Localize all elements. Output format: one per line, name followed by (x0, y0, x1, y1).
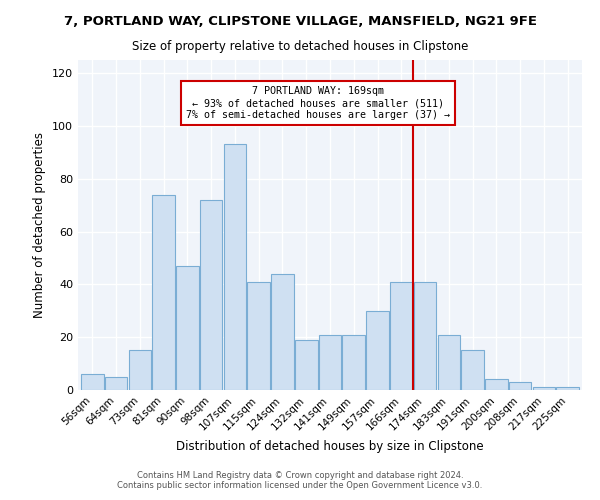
Bar (105, 377, 127, 390)
X-axis label: Distribution of detached houses by size in Clipstone: Distribution of detached houses by size … (176, 440, 484, 453)
Bar (81, 374, 104, 390)
Bar (271, 274, 294, 390)
Bar (366, 311, 389, 390)
Bar (485, 380, 508, 390)
Bar (224, 144, 246, 390)
Bar (509, 382, 532, 390)
Bar (128, 350, 151, 390)
Bar (556, 388, 579, 390)
Bar (343, 334, 365, 390)
Text: Contains HM Land Registry data © Crown copyright and database right 2024.
Contai: Contains HM Land Registry data © Crown c… (118, 470, 482, 490)
Text: 7, PORTLAND WAY, CLIPSTONE VILLAGE, MANSFIELD, NG21 9FE: 7, PORTLAND WAY, CLIPSTONE VILLAGE, MANS… (64, 15, 536, 28)
Bar (533, 388, 555, 390)
Bar (437, 334, 460, 390)
Y-axis label: Number of detached properties: Number of detached properties (34, 132, 46, 318)
Bar (390, 282, 413, 390)
Bar (461, 350, 484, 390)
Bar (414, 282, 436, 390)
Bar (247, 282, 270, 390)
Text: Size of property relative to detached houses in Clipstone: Size of property relative to detached ho… (132, 40, 468, 53)
Bar (176, 266, 199, 390)
Text: 7 PORTLAND WAY: 169sqm
← 93% of detached houses are smaller (511)
7% of semi-det: 7 PORTLAND WAY: 169sqm ← 93% of detached… (186, 86, 450, 120)
Bar (152, 194, 175, 390)
Bar (319, 334, 341, 390)
Bar (295, 340, 317, 390)
Bar (200, 200, 223, 390)
